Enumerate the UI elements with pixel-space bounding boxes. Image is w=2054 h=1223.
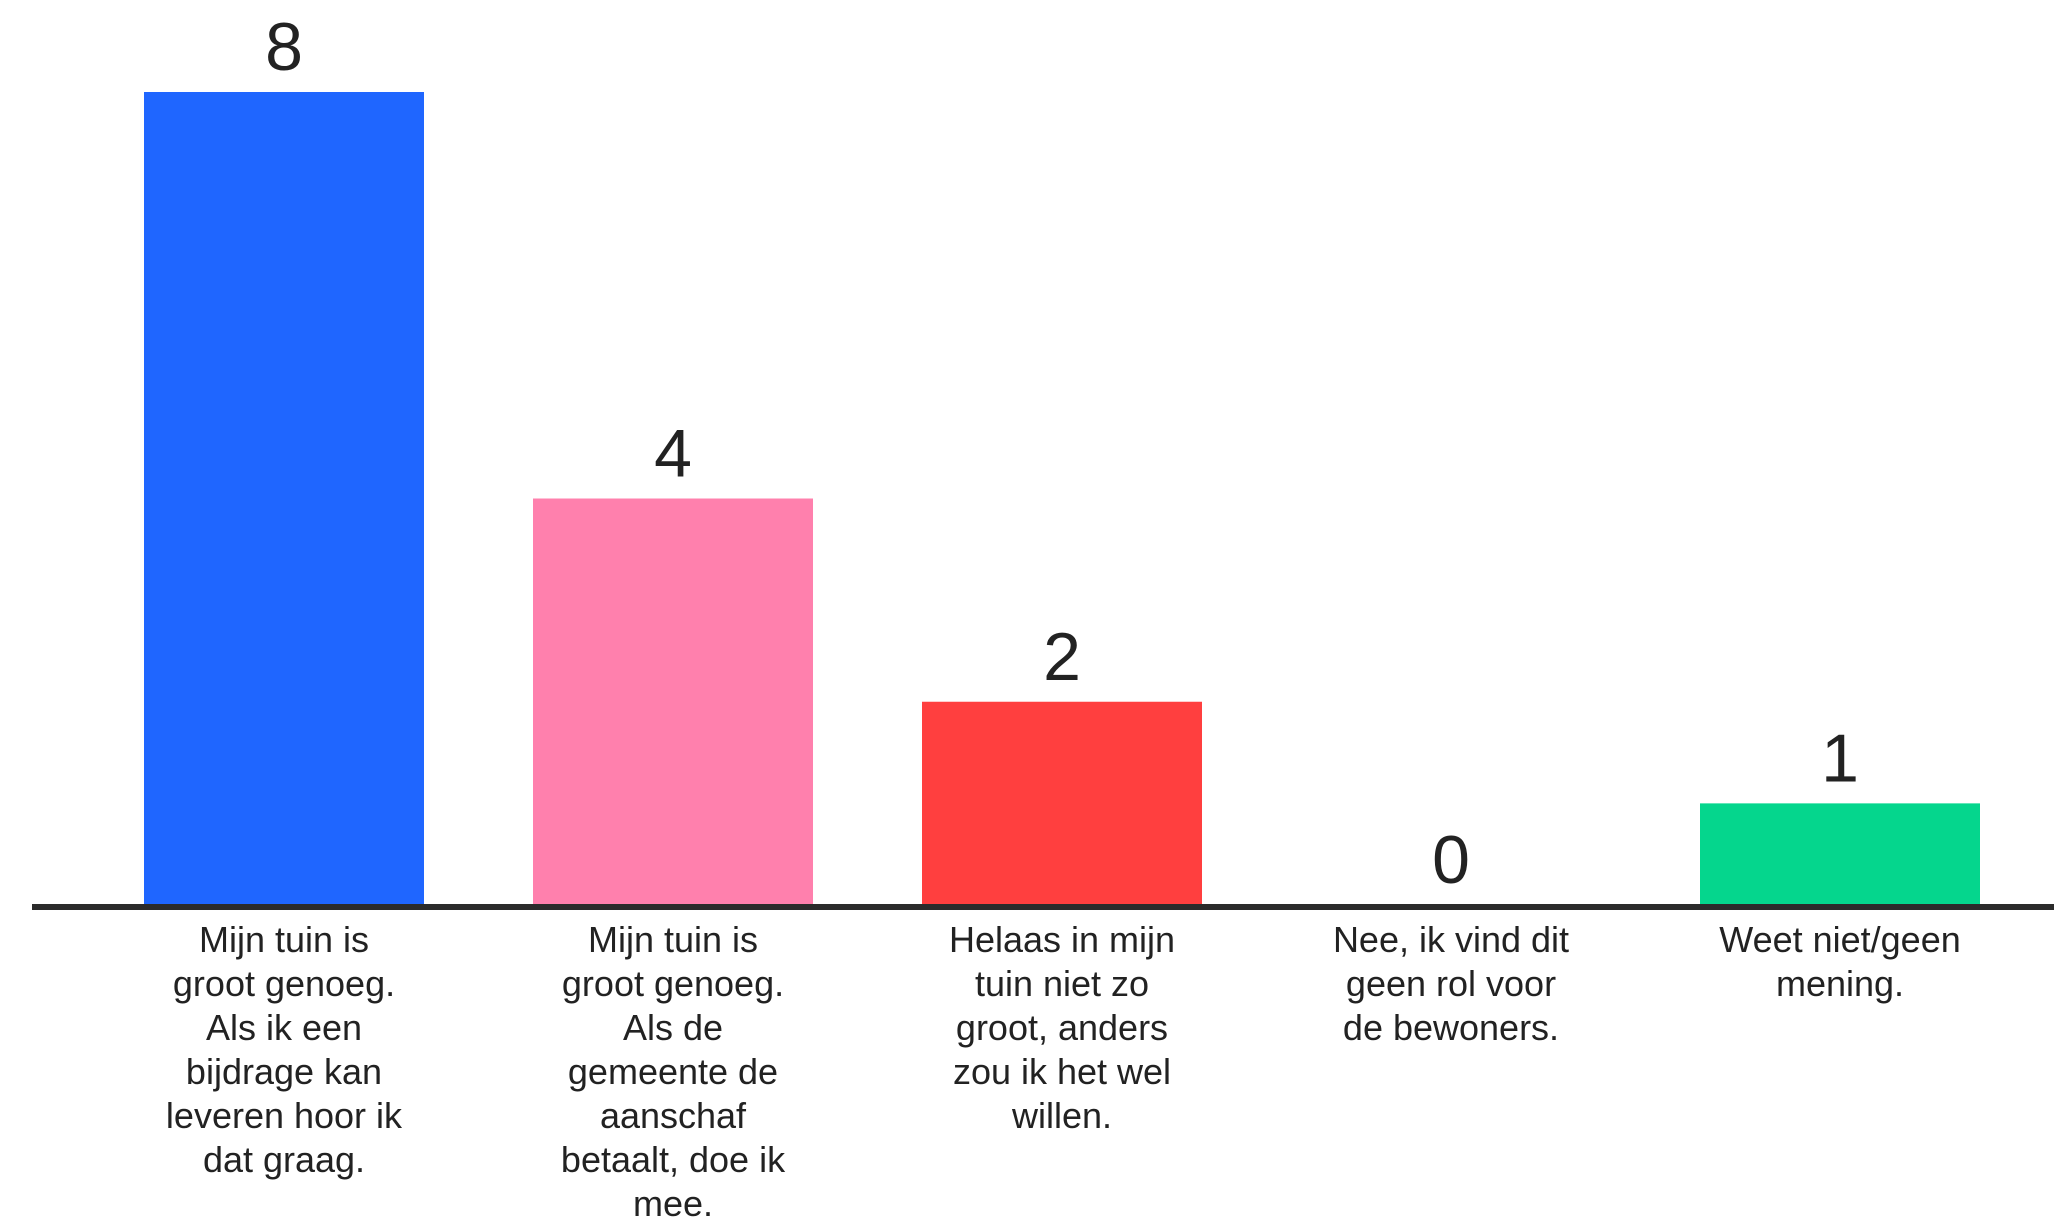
category-label-3: Helaas in mijn tuin niet zo groot, anders z… xyxy=(949,919,1175,1136)
category-label-line: leveren hoor ik xyxy=(166,1095,403,1136)
value-label-5: 1 xyxy=(1821,720,1859,796)
category-label-line: geen rol voor xyxy=(1346,963,1556,1004)
category-label-line: Mijn tuin is xyxy=(199,919,369,960)
bar-5 xyxy=(1700,803,1980,905)
category-label-line: willen. xyxy=(1011,1095,1112,1136)
category-label-line: Weet niet/geen xyxy=(1719,919,1961,960)
value-labels-group: 8 4 2 0 1 xyxy=(265,9,1859,898)
category-label-line: gemeente de xyxy=(568,1051,778,1092)
bar-3 xyxy=(922,701,1202,905)
category-label-line: mening. xyxy=(1776,963,1904,1004)
category-label-line: groot genoeg. xyxy=(173,963,395,1004)
category-label-4: Nee, ik vind dit geen rol voor de bewoners… xyxy=(1333,919,1569,1048)
value-label-4: 0 xyxy=(1432,822,1470,898)
bar-1 xyxy=(144,92,424,905)
category-label-line: groot, anders xyxy=(956,1007,1168,1048)
bars-group xyxy=(144,92,1980,905)
category-label-5: Weet niet/geen mening. xyxy=(1719,919,1961,1004)
value-label-3: 2 xyxy=(1043,619,1081,695)
category-label-line: Als ik een xyxy=(206,1007,362,1048)
category-label-line: bijdrage kan xyxy=(186,1051,382,1092)
category-label-line: aanschaf xyxy=(600,1095,747,1136)
category-label-2: Mijn tuin is groot genoeg. Als de gemeente … xyxy=(561,919,786,1223)
value-label-1: 8 xyxy=(265,9,303,85)
category-labels-group: Mijn tuin is groot genoeg. Als ik een bijdr… xyxy=(166,919,1961,1223)
category-label-line: Nee, ik vind dit xyxy=(1333,919,1569,960)
category-label-line: zou ik het wel xyxy=(953,1051,1171,1092)
value-label-2: 4 xyxy=(654,416,692,492)
category-label-line: dat graag. xyxy=(203,1139,365,1180)
category-label-line: Als de xyxy=(623,1007,723,1048)
category-label-1: Mijn tuin is groot genoeg. Als ik een bijdr… xyxy=(166,919,403,1180)
category-label-line: de bewoners. xyxy=(1343,1007,1559,1048)
category-label-line: groot genoeg. xyxy=(562,963,784,1004)
category-label-line: tuin niet zo xyxy=(975,963,1149,1004)
category-label-line: Mijn tuin is xyxy=(588,919,758,960)
bar-2 xyxy=(533,498,813,905)
category-label-line: betaalt, doe ik xyxy=(561,1139,786,1180)
category-label-line: mee. xyxy=(633,1183,713,1223)
category-label-line: Helaas in mijn xyxy=(949,919,1175,960)
